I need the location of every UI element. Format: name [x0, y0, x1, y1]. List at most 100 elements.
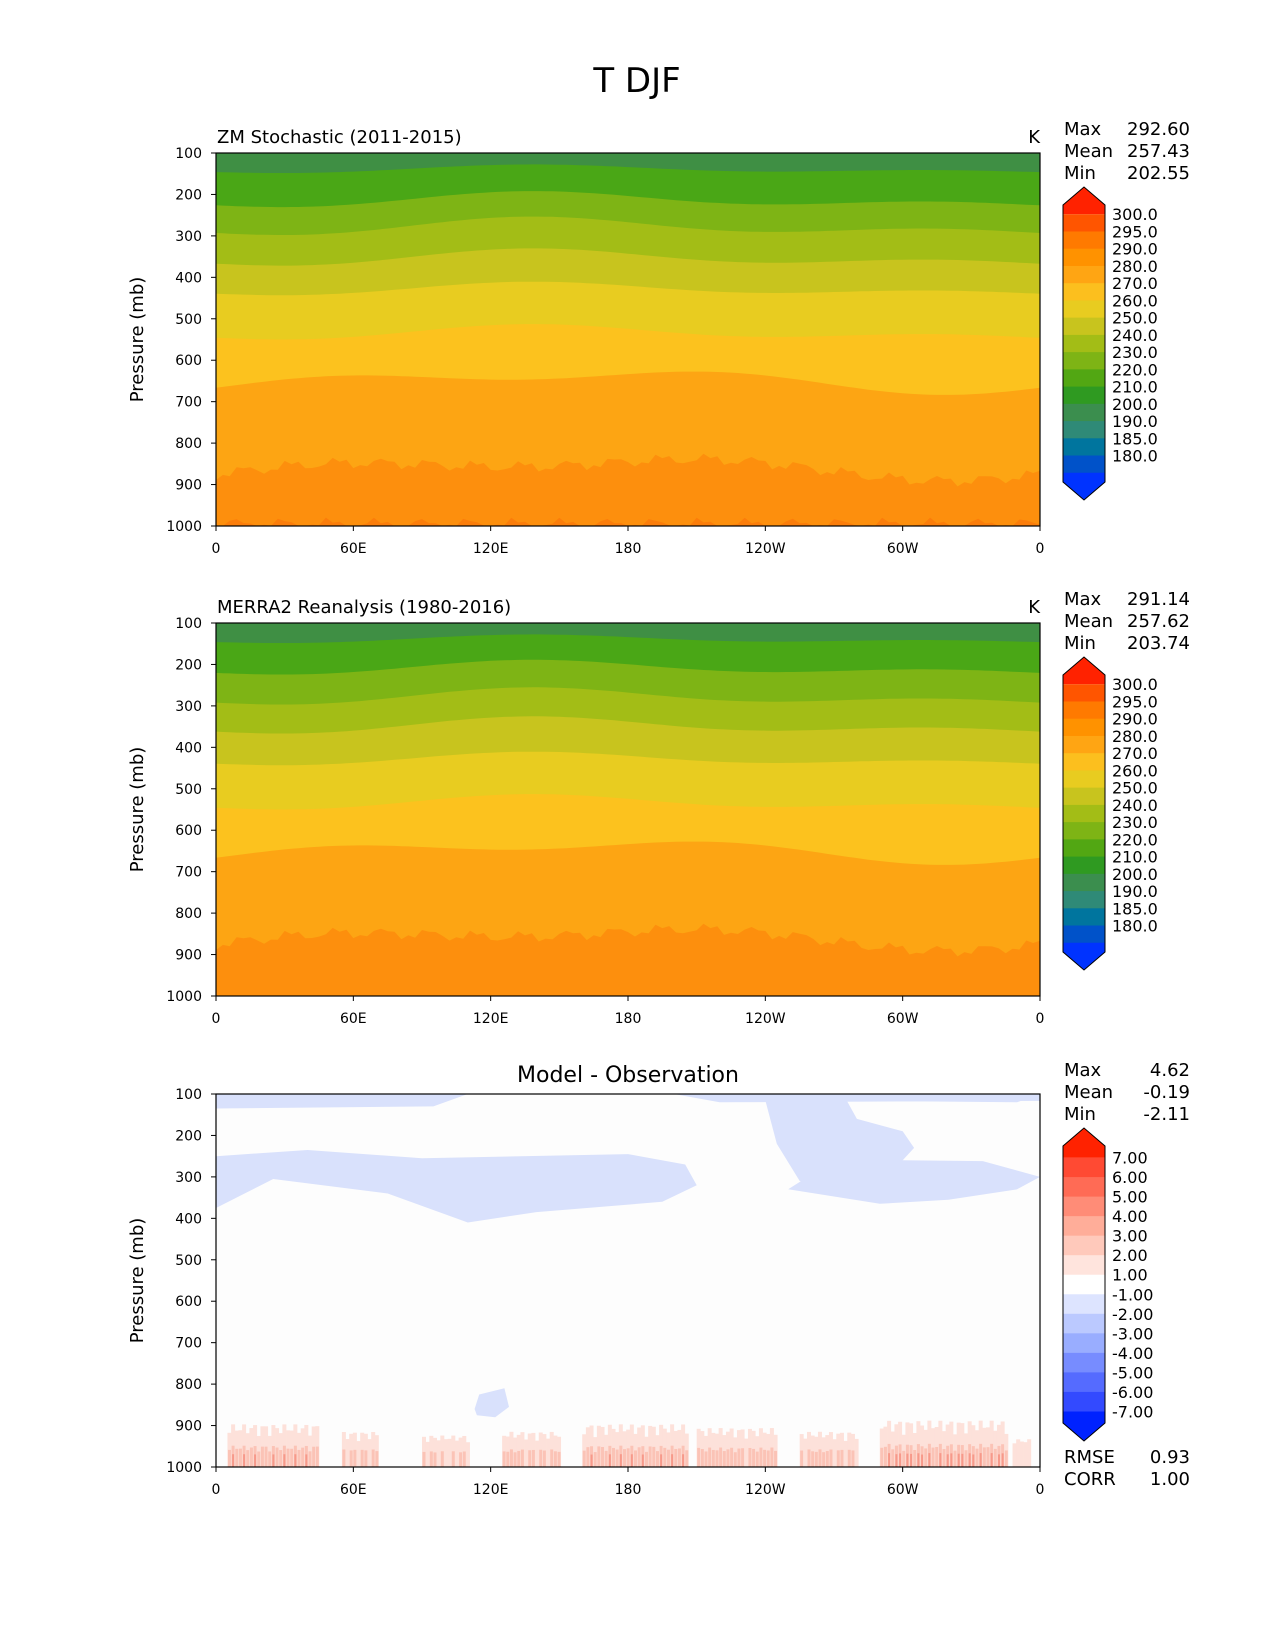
positive-streak [888, 1453, 891, 1467]
colorbar-segment [1063, 770, 1105, 789]
colorbar-outline [1062, 186, 1106, 501]
colorbar-segment [1063, 684, 1105, 702]
positive-streak [465, 1442, 470, 1467]
colorbar-segment [1063, 386, 1105, 405]
positive-streak [315, 1446, 319, 1467]
positive-streak [249, 1447, 253, 1467]
positive-streak [294, 1454, 297, 1467]
colorbar-segment [1063, 1372, 1105, 1393]
positive-streak [807, 1449, 811, 1467]
positive-streak [968, 1453, 971, 1467]
positive-streak [961, 1453, 964, 1467]
positive-streak [629, 1424, 634, 1467]
x-tick-label: 0 [1036, 541, 1045, 557]
colorbar-segment [1063, 455, 1105, 474]
positive-streak [440, 1451, 444, 1467]
x-tick-label: 120W [745, 1482, 786, 1498]
colorbar-label: -6.00 [1112, 1383, 1153, 1402]
positive-streak [345, 1439, 350, 1467]
positive-streak [895, 1454, 898, 1467]
positive-streak [822, 1452, 826, 1467]
colorbar-label: 295.0 [1112, 692, 1158, 711]
positive-streak [921, 1454, 924, 1467]
colorbar-label: 190.0 [1112, 882, 1158, 901]
stat-value: 291.14 [1127, 589, 1190, 610]
y-tick-label: 600 [175, 823, 202, 839]
positive-streak [1023, 1442, 1028, 1467]
stat-value: 0.93 [1150, 1447, 1190, 1468]
positive-streak [993, 1448, 997, 1467]
y-tick-label: 800 [175, 906, 202, 922]
positive-streak [1012, 1443, 1017, 1467]
positive-streak [752, 1448, 756, 1467]
colorbar-segment [1063, 283, 1105, 301]
positive-streak [451, 1451, 455, 1467]
plot-background [216, 1094, 1040, 1467]
y-tick-label: 1000 [166, 519, 202, 535]
colorbar-label: -5.00 [1112, 1363, 1153, 1382]
positive-streak [1001, 1453, 1004, 1467]
colorbar-segment [1063, 925, 1105, 944]
positive-streak [433, 1452, 437, 1467]
positive-streak [597, 1446, 601, 1467]
positive-streak [371, 1449, 375, 1467]
positive-streak [375, 1451, 379, 1467]
positive-streak [931, 1447, 935, 1467]
positive-streak [950, 1453, 953, 1467]
colorbar-segment [1063, 214, 1105, 232]
positive-streak [829, 1449, 833, 1467]
positive-streak [352, 1432, 357, 1467]
y-tick-label: 100 [175, 1087, 202, 1103]
positive-streak [704, 1451, 708, 1467]
y-tick-label: 900 [175, 1419, 202, 1435]
stat-value: -0.19 [1143, 1082, 1190, 1103]
y-tick-label: 800 [175, 436, 202, 452]
positive-streak [535, 1440, 540, 1467]
y-tick-label: 700 [175, 1336, 202, 1352]
colorbar-segment [1063, 248, 1105, 267]
colorbar-label: 6.00 [1112, 1168, 1148, 1187]
colorbar-label: 190.0 [1112, 412, 1158, 431]
colorbar-segment [1063, 334, 1105, 353]
positive-streak [811, 1451, 815, 1467]
colorbar-label: 220.0 [1112, 830, 1158, 849]
positive-streak [883, 1426, 888, 1467]
positive-streak [814, 1451, 818, 1467]
positive-streak [283, 1454, 286, 1467]
positive-streak [353, 1449, 357, 1467]
colorbar-label: 230.0 [1112, 343, 1158, 362]
stat-value: 4.62 [1150, 1060, 1190, 1081]
positive-streak [677, 1448, 681, 1467]
positive-streak [902, 1450, 906, 1467]
stat-value: 257.62 [1127, 611, 1190, 632]
positive-streak [342, 1449, 346, 1467]
colorbar-segment [1063, 701, 1105, 720]
colorbar-label: 260.0 [1112, 761, 1158, 780]
positive-streak [737, 1448, 741, 1467]
colorbar-label: 250.0 [1112, 309, 1158, 328]
positive-streak [711, 1449, 715, 1467]
positive-streak [297, 1432, 302, 1467]
positive-streak [769, 1428, 774, 1467]
colorbar-segment [1063, 1255, 1105, 1276]
positive-streak [910, 1453, 913, 1467]
y-tick-label: 100 [175, 616, 202, 632]
colorbar-segment [1063, 787, 1105, 806]
positive-streak [235, 1448, 239, 1467]
colorbar-segment [1063, 369, 1105, 388]
x-tick-label: 60W [887, 541, 919, 557]
positive-streak [557, 1451, 561, 1467]
positive-streak [880, 1447, 884, 1467]
y-axis-label: Pressure (mb) [127, 277, 148, 403]
colorbar-segment [1063, 1196, 1105, 1217]
positive-streak [550, 1449, 554, 1467]
positive-streak [264, 1446, 268, 1467]
positive-streak [663, 1447, 667, 1467]
colorbar-label: 185.0 [1112, 899, 1158, 918]
positive-streak [312, 1446, 316, 1467]
colorbar-label: 210.0 [1112, 848, 1158, 867]
contour-band [216, 517, 1040, 526]
positive-streak [975, 1448, 979, 1467]
positive-streak [986, 1447, 990, 1467]
positive-streak [623, 1449, 627, 1467]
